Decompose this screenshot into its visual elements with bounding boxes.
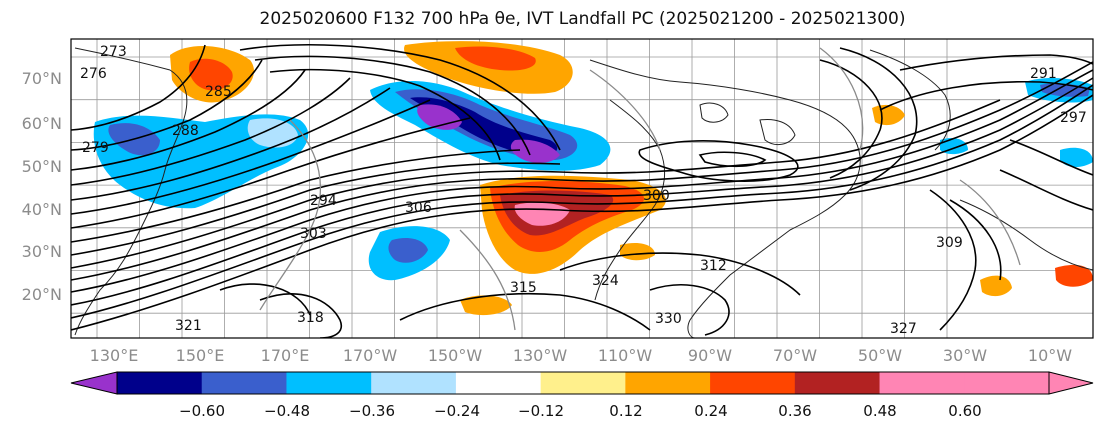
- contour-label: 300: [643, 188, 670, 204]
- contour-label: 327: [890, 321, 917, 337]
- lat-label: 70°N: [21, 69, 62, 88]
- lon-label: 10°W: [1027, 346, 1073, 365]
- lon-label: 50°W: [857, 346, 903, 365]
- colorbar: [70, 371, 1094, 395]
- lon-label: 30°W: [942, 346, 988, 365]
- contour-label: 330: [655, 311, 682, 327]
- negative-anomaly-region: [247, 118, 298, 148]
- lon-label: 150°E: [175, 346, 225, 365]
- negative-anomaly-region: [510, 139, 560, 163]
- colorbar-tick-label: 0.12: [609, 402, 643, 420]
- positive-anomaly-region: [189, 58, 233, 91]
- colorbar-cell: [964, 372, 1050, 394]
- colorbar-cell: [710, 372, 796, 394]
- lat-label: 20°N: [21, 285, 62, 304]
- positive-anomaly-region: [620, 243, 655, 261]
- colorbar-extend-low: [70, 371, 118, 395]
- contour-label: 297: [1060, 110, 1087, 126]
- contour-label: 291: [1030, 66, 1057, 82]
- theta-e-contours: [71, 44, 1093, 338]
- colorbar-tick-label: −0.48: [264, 402, 310, 420]
- contour-label: 309: [936, 235, 963, 251]
- negative-anomaly-region: [388, 238, 428, 263]
- map-frame: [70, 38, 1094, 339]
- colorbar-tick-label: 0.36: [778, 402, 812, 420]
- lon-label: 70°W: [772, 346, 818, 365]
- positive-anomaly-region: [980, 275, 1012, 297]
- contour-label: 288: [172, 123, 199, 139]
- colorbar-cell: [794, 372, 881, 394]
- lon-label: 170°W: [342, 346, 398, 365]
- colorbar-tick-label: 0.60: [948, 402, 982, 420]
- contour-label: 294: [310, 193, 337, 209]
- colorbar-tick-label: 0.24: [694, 402, 728, 420]
- contour-label: 312: [700, 258, 727, 274]
- lon-label: 130°W: [512, 346, 568, 365]
- contour-label: 321: [175, 318, 202, 334]
- colorbar-cell: [201, 372, 287, 394]
- colorbar-cell: [371, 372, 457, 394]
- lon-label: 170°E: [260, 346, 310, 365]
- lon-label: 150°W: [427, 346, 483, 365]
- positive-anomaly-region: [460, 295, 512, 316]
- colorbar-cell: [286, 372, 372, 394]
- colorbar-cell: [540, 372, 626, 394]
- contour-label: 318: [297, 310, 324, 326]
- negative-anomaly-region: [417, 104, 462, 130]
- map-area: 273 276 285 288 279 294 303 306 315 318 …: [71, 39, 1093, 338]
- lon-label: 90°W: [687, 346, 733, 365]
- lon-label: 130°E: [89, 346, 139, 365]
- colorbar-tick-label: −0.60: [179, 402, 225, 420]
- contour-label: 276: [80, 66, 107, 82]
- colorbar-tick-label: −0.36: [349, 402, 395, 420]
- lat-label: 60°N: [21, 114, 62, 133]
- colorbar-tick-label: 0.48: [863, 402, 897, 420]
- colorbar-tick-label: −0.24: [434, 402, 480, 420]
- colorbar-cell: [117, 372, 203, 394]
- contour-label: 273: [100, 44, 127, 60]
- contour-labels: 273 276 285 288 279 294 303 306 315 318 …: [80, 44, 1087, 337]
- colorbar-tick-label: −0.12: [518, 402, 564, 420]
- colorbar-extend-high: [1048, 371, 1094, 395]
- contour-label: 324: [592, 273, 619, 289]
- positive-anomaly-region: [1055, 264, 1093, 287]
- lat-label: 40°N: [21, 200, 62, 219]
- contour-label: 279: [82, 140, 109, 156]
- positive-anomaly-region: [455, 46, 536, 71]
- ivt-contours: [259, 47, 1021, 331]
- contour-label: 306: [405, 200, 432, 216]
- contour-label: 303: [300, 226, 327, 242]
- colorbar-cell: [455, 372, 542, 394]
- colorbar-cell: [625, 372, 711, 394]
- lat-label: 50°N: [21, 157, 62, 176]
- colorbar-cell: [879, 372, 965, 394]
- lat-label: 30°N: [21, 242, 62, 261]
- contour-label: 285: [205, 84, 232, 100]
- contour-label: 315: [510, 280, 537, 296]
- positive-anomaly-region: [1060, 147, 1093, 168]
- lon-label: 110°W: [597, 346, 653, 365]
- map-title: 2025020600 F132 700 hPa θe, IVT Landfall…: [259, 9, 906, 29]
